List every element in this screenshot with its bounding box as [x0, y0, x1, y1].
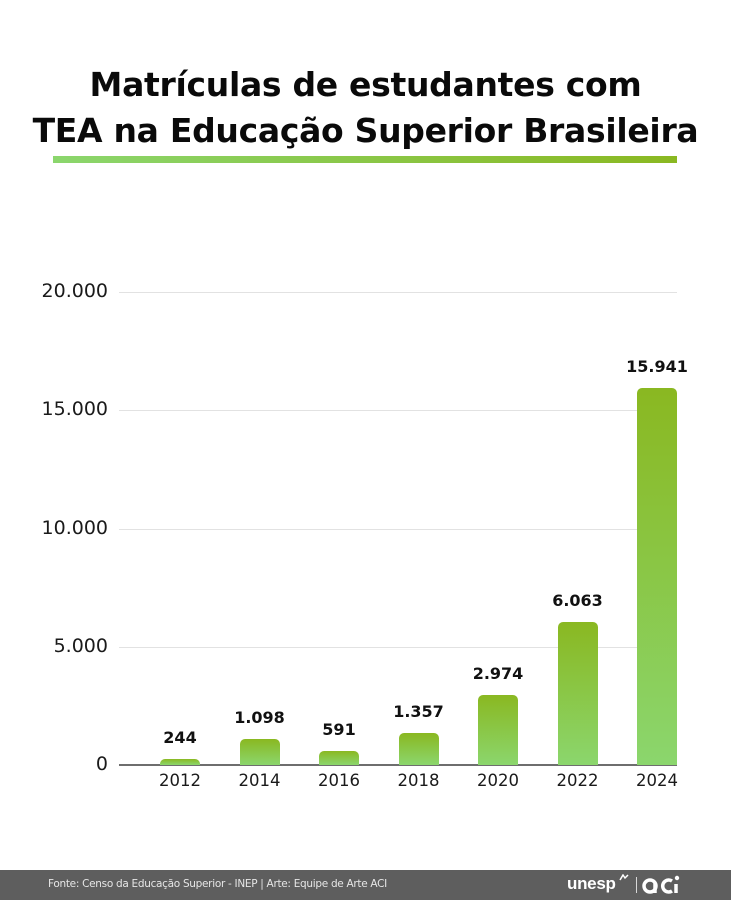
bar-chart: 0 5.000 10.000 15.000 20.000 244 2012 1.098 2014… [41, 280, 688, 790]
y-axis-tick-label: 0 [95, 753, 108, 775]
gridline [119, 292, 677, 293]
bar-2014 [239, 739, 280, 765]
bar-value-label: 591 [322, 720, 356, 740]
bar-value-label: 2.974 [472, 663, 524, 683]
chart-title-line1: Matrículas de estudantes com [89, 65, 642, 104]
x-axis-tick-label: 2018 [397, 771, 440, 790]
y-axis-tick-label: 20.000 [41, 280, 108, 302]
chart-title-line2: TEA na Educação Superior Brasileira [32, 111, 699, 150]
x-axis-tick-label: 2024 [636, 771, 678, 790]
bar-value-label: 6.063 [552, 590, 603, 610]
gridline [119, 647, 677, 648]
bar-value-label: 15.941 [626, 356, 688, 376]
bar-2018 [398, 732, 439, 765]
chart-title: Matrículas de estudantes com TEA na Educ… [0, 62, 731, 154]
bar-value-label: 1.098 [234, 708, 285, 728]
aci-logo-icon [642, 875, 680, 894]
gridline [119, 410, 677, 411]
footer-bar: Fonte: Censo da Educação Superior - INEP… [0, 870, 731, 900]
bar-2022 [557, 621, 598, 765]
y-axis-tick-label: 10.000 [41, 517, 108, 539]
logo-divider [636, 877, 637, 893]
x-axis-tick-label: 2016 [318, 771, 360, 790]
bar-2020 [478, 694, 518, 765]
x-axis-tick-label: 2020 [477, 771, 519, 790]
gridline [119, 529, 677, 530]
source-credit: Fonte: Censo da Educação Superior - INEP… [48, 878, 387, 890]
x-axis-tick-label: 2022 [556, 771, 599, 790]
bar-value-label: 244 [163, 728, 197, 748]
x-axis-line [119, 764, 677, 766]
bar-2012 [160, 759, 200, 765]
y-axis-tick-label: 15.000 [41, 398, 108, 420]
bar-2024 [637, 387, 677, 765]
unesp-logo: unesp [567, 874, 616, 893]
x-axis-tick-label: 2014 [238, 771, 281, 790]
y-axis-tick-label: 5.000 [53, 635, 108, 657]
x-axis-tick-label: 2012 [159, 771, 201, 790]
unesp-mark-icon [619, 874, 629, 881]
bar-value-label: 1.357 [393, 701, 444, 721]
title-underline [53, 156, 677, 163]
bar-2016 [319, 751, 359, 765]
